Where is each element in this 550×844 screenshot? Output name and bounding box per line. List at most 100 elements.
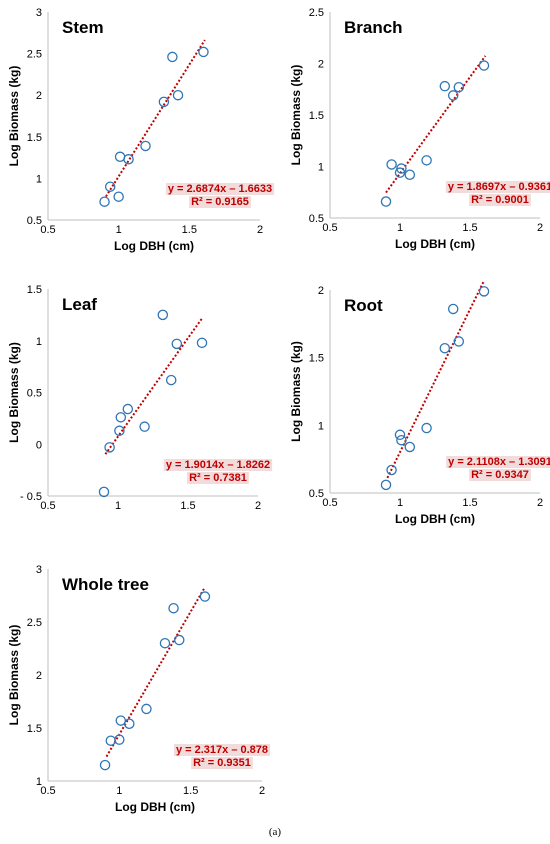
y-tick-label: 1 bbox=[36, 336, 42, 348]
x-tick-label: 1.5 bbox=[182, 224, 197, 236]
trendline bbox=[385, 55, 487, 194]
data-point bbox=[99, 196, 110, 207]
data-point bbox=[439, 80, 451, 92]
x-axis-title: Log DBH (cm) bbox=[115, 800, 195, 814]
r-squared-label-bg bbox=[469, 469, 531, 481]
panel-title: Whole tree bbox=[62, 575, 149, 594]
x-tick-label: 1.5 bbox=[462, 497, 477, 509]
data-point bbox=[199, 591, 211, 602]
x-tick-label: 1 bbox=[115, 500, 121, 512]
data-point bbox=[404, 169, 416, 180]
y-axis-title: Log Biomass (kg) bbox=[7, 66, 21, 167]
x-tick-label: 1 bbox=[397, 497, 403, 509]
y-tick-label: 2 bbox=[36, 670, 42, 682]
y-axis-title: Log Biomass (kg) bbox=[7, 625, 21, 726]
equation-label-bg bbox=[163, 459, 273, 471]
data-point bbox=[114, 734, 125, 745]
data-point bbox=[104, 181, 116, 192]
y-tick-label: 1.5 bbox=[27, 723, 42, 735]
y-tick-label: 0.5 bbox=[309, 213, 324, 225]
data-point bbox=[174, 634, 185, 646]
data-point bbox=[439, 342, 451, 354]
y-tick-label: 1 bbox=[318, 162, 324, 174]
r-squared-label-bg bbox=[187, 472, 249, 484]
data-point bbox=[114, 151, 126, 163]
x-tick-label: 1.5 bbox=[183, 785, 198, 797]
data-point bbox=[380, 196, 392, 207]
y-tick-label: 1 bbox=[36, 776, 42, 788]
equation-label: y = 2.6874x – 1.6633 bbox=[168, 183, 272, 195]
y-tick-label: 0.5 bbox=[309, 488, 324, 500]
data-point bbox=[396, 434, 407, 446]
panel-title: Root bbox=[344, 296, 383, 315]
data-point bbox=[167, 51, 178, 63]
data-point bbox=[115, 715, 127, 726]
data-point bbox=[380, 479, 392, 491]
data-point bbox=[124, 718, 135, 730]
data-point bbox=[157, 309, 169, 321]
data-point bbox=[171, 338, 183, 350]
equation-label-bg bbox=[445, 181, 550, 193]
x-tick-label: 1 bbox=[116, 224, 122, 236]
data-point bbox=[453, 81, 465, 93]
x-tick-label: 0.5 bbox=[40, 785, 55, 797]
y-tick-label: 0.5 bbox=[27, 388, 42, 400]
x-tick-label: 2 bbox=[257, 224, 263, 236]
data-point bbox=[113, 191, 124, 202]
y-axis-title: Log Biomass (kg) bbox=[289, 65, 303, 166]
r-squared-label-bg bbox=[469, 194, 531, 206]
data-point bbox=[396, 163, 407, 174]
panel-3: 0.5 1 1.5 2 - 0.5 0 0.5 1 1.5 Log Biomass (kg) Lea… bbox=[7, 284, 273, 512]
data-point bbox=[386, 464, 397, 476]
y-tick-label: 1 bbox=[36, 173, 42, 185]
equation-label: y = 1.8697x – 0.9361 bbox=[448, 181, 550, 193]
data-point bbox=[141, 703, 152, 715]
data-point bbox=[122, 403, 134, 415]
equation-label-bg bbox=[446, 456, 550, 468]
panel-title: Leaf bbox=[62, 295, 97, 314]
x-tick-label: 1.5 bbox=[180, 500, 195, 512]
y-tick-label: 2 bbox=[36, 90, 42, 102]
r-squared-label: R² = 0.7381 bbox=[189, 472, 247, 484]
data-point bbox=[447, 303, 459, 315]
x-tick-label: 0.5 bbox=[40, 500, 55, 512]
r-squared-label: R² = 0.9347 bbox=[471, 469, 529, 481]
x-tick-label: 2 bbox=[537, 222, 543, 234]
y-tick-label: 1.5 bbox=[27, 132, 42, 144]
data-point bbox=[478, 286, 490, 297]
x-tick-label: 1.5 bbox=[462, 222, 477, 234]
r-squared-label: R² = 0.9351 bbox=[193, 757, 251, 769]
equation-label: y = 1.9014x – 1.8262 bbox=[166, 459, 270, 471]
y-tick-label: 2 bbox=[318, 285, 324, 297]
trendline bbox=[105, 586, 206, 758]
data-point bbox=[421, 422, 432, 434]
data-point bbox=[386, 159, 397, 170]
equation-label-bg bbox=[173, 744, 271, 756]
r-squared-label: R² = 0.9001 bbox=[471, 194, 529, 206]
data-point bbox=[139, 421, 150, 432]
data-point bbox=[453, 336, 465, 347]
y-tick-label: 2.5 bbox=[27, 49, 42, 61]
y-tick-label: 1 bbox=[318, 420, 324, 432]
data-point bbox=[98, 486, 110, 498]
data-point bbox=[159, 637, 171, 649]
data-point bbox=[196, 337, 208, 349]
data-point bbox=[478, 60, 490, 71]
data-point bbox=[172, 89, 184, 101]
equation-label: y = 2.1108x – 1.3091 bbox=[448, 456, 550, 468]
data-point bbox=[158, 96, 170, 108]
data-point bbox=[105, 735, 117, 746]
panel-2: 0.5 1 1.5 2 0.5 1 1.5 2 2.5 Log DBH (cm) Log Bioma… bbox=[289, 7, 550, 251]
data-point bbox=[99, 759, 111, 771]
data-point bbox=[198, 46, 209, 58]
panel-title: Stem bbox=[62, 18, 104, 37]
equation-label: y = 2.317x – 0.878 bbox=[176, 744, 268, 756]
data-point bbox=[104, 442, 115, 453]
data-point bbox=[140, 140, 151, 152]
x-tick-label: 0.5 bbox=[40, 224, 55, 236]
x-tick-label: 0.5 bbox=[322, 497, 337, 509]
data-point bbox=[394, 429, 406, 441]
r-squared-label: R² = 0.9165 bbox=[191, 196, 249, 208]
